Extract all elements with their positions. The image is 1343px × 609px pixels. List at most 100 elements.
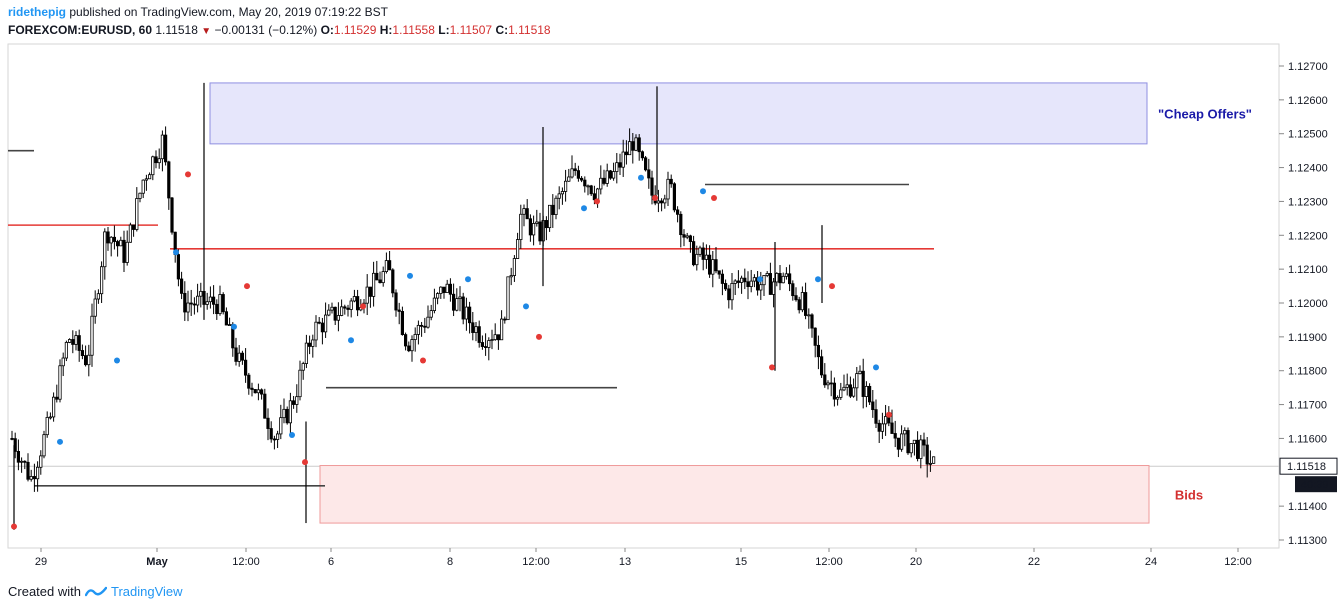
candle-body-287	[928, 462, 933, 465]
candle-body-15	[58, 365, 62, 400]
candle-body-174	[567, 176, 571, 182]
buy-signal-dot-23	[638, 174, 644, 181]
candle-body-245	[794, 295, 798, 301]
open-label: O:	[320, 23, 334, 37]
published-text: published on TradingView.com, May 20, 20…	[69, 5, 389, 19]
candle-body-239	[775, 273, 779, 283]
candle-body-268	[868, 385, 872, 403]
candle-body-146	[477, 326, 481, 343]
price-label-box	[1279, 457, 1338, 475]
buy-signal-dot-27	[873, 364, 879, 371]
candle-body-224	[727, 288, 731, 301]
y-tick-label-0: 1.12700	[1288, 61, 1328, 73]
tradingview-brand[interactable]: TradingView	[110, 584, 183, 599]
candle-body-256	[829, 382, 833, 385]
candle-body-138	[451, 293, 456, 311]
candle-body-187	[608, 170, 613, 179]
candle-body-0	[10, 438, 14, 440]
candle-body-135	[442, 286, 446, 293]
candle-body-175	[570, 168, 574, 178]
candle-body-103	[339, 306, 344, 316]
candle-body-84	[279, 417, 283, 435]
author-name[interactable]: ridethepig	[8, 5, 67, 19]
candle-body-25	[90, 315, 94, 356]
sell-signal-dot-10	[769, 364, 775, 371]
candle-body-232	[752, 277, 757, 282]
candle-body-171	[557, 193, 561, 199]
candle-body-1	[13, 438, 17, 452]
buy-signal-dot-24	[700, 188, 706, 195]
candle-body-240	[778, 273, 782, 284]
x-tick-label-3: 6	[328, 556, 334, 568]
candle-body-152	[496, 334, 501, 341]
candle-body-259	[839, 389, 843, 398]
sell-signal-dot-4	[360, 303, 366, 310]
candle-body-162	[528, 218, 533, 236]
candle-body-221	[717, 270, 721, 275]
y-tick-label-4: 1.12300	[1288, 196, 1328, 208]
candle-body-151	[493, 334, 497, 340]
candle-body-215	[698, 247, 702, 255]
x-tick-label-7: 15	[735, 556, 747, 568]
x-tick-label-1: May	[146, 556, 168, 568]
buy-signal-dot-15	[173, 249, 179, 256]
candle-body-277	[896, 437, 901, 450]
candle-body-67	[224, 311, 228, 326]
y-tick-label-10: 1.11700	[1288, 400, 1327, 412]
candle-body-211	[685, 235, 689, 238]
candle-body-280	[906, 430, 910, 454]
y-tick-label-3: 1.12400	[1288, 163, 1328, 175]
candle-body-26	[93, 298, 97, 317]
x-tick-label-12: 12:00	[1224, 556, 1252, 568]
sell-signal-dot-2	[244, 283, 250, 290]
x-tick-label-2: 12:00	[232, 556, 260, 568]
candle-body-218	[708, 254, 712, 275]
candle-body-65	[218, 294, 222, 315]
candle-body-156	[509, 275, 513, 278]
y-tick-label-8: 1.11900	[1288, 332, 1327, 344]
candle-body-230	[746, 281, 750, 287]
candle-body-104	[343, 306, 347, 309]
candle-body-169	[551, 204, 555, 215]
y-tick-label-9: 1.11800	[1288, 366, 1327, 378]
candle-body-182	[592, 193, 597, 201]
candle-body-260	[842, 386, 846, 391]
candle-body-212	[688, 235, 693, 242]
sell-signal-dot-9	[711, 195, 717, 202]
candle-body-19	[71, 339, 75, 345]
candle-body-88	[291, 400, 296, 405]
sell-signal-dot-8	[652, 195, 658, 202]
sell-signal-dot-5	[420, 357, 426, 364]
candle-body-72	[240, 352, 244, 361]
candle-body-32	[112, 236, 116, 242]
candle-body-125	[410, 339, 414, 352]
candle-body-253	[820, 356, 824, 376]
candle-body-227	[736, 280, 741, 283]
candle-body-131	[429, 310, 433, 318]
candle-body-241	[781, 275, 785, 284]
candle-body-255	[826, 382, 830, 386]
candle-body-62	[208, 296, 212, 303]
candle-body-68	[227, 324, 232, 326]
countdown-box	[1295, 476, 1337, 493]
candle-body-8	[36, 466, 40, 480]
candle-body-258	[836, 397, 840, 400]
candle-body-189	[615, 162, 619, 172]
candle-body-49	[167, 161, 171, 199]
candle-body-191	[621, 151, 625, 168]
candle-body-81	[269, 428, 273, 440]
candle-body-231	[749, 280, 753, 287]
candle-body-180	[586, 185, 590, 188]
candle-body-172	[560, 191, 565, 195]
candle-body-92	[304, 342, 309, 364]
publish-info: ridethepig published on TradingView.com,…	[8, 5, 388, 19]
candle-body-28	[100, 266, 104, 295]
sell-signal-dot-3	[302, 459, 308, 466]
candle-body-111	[365, 286, 369, 304]
candle-body-128	[419, 324, 424, 327]
candle-body-148	[483, 346, 488, 348]
candle-body-190	[618, 162, 622, 168]
candle-body-2	[16, 451, 21, 463]
candle-body-170	[554, 197, 558, 215]
